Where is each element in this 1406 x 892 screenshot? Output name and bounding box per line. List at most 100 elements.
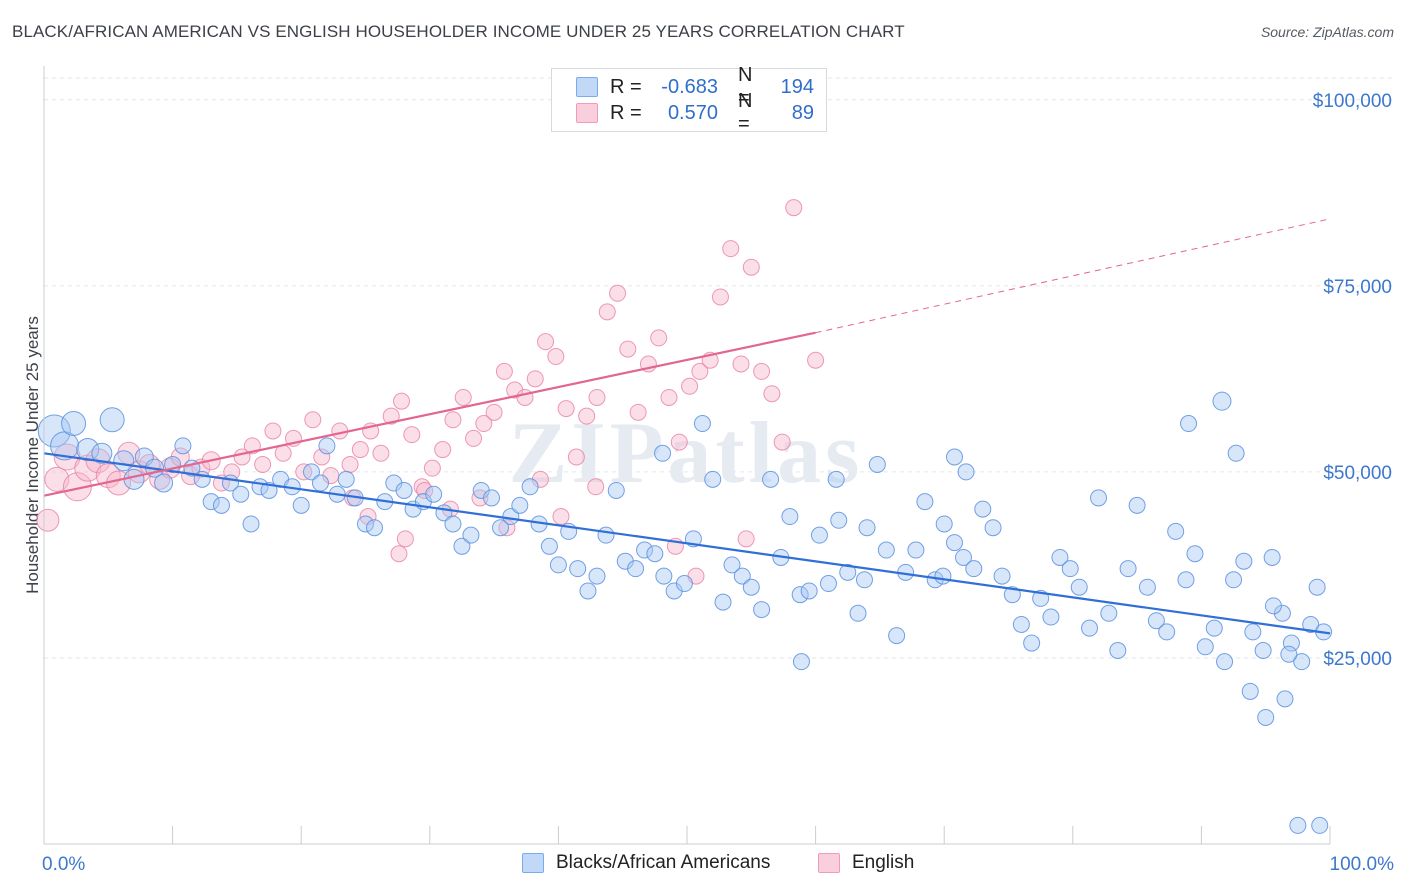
black-point bbox=[1061, 560, 1079, 578]
black-point bbox=[945, 448, 963, 466]
black-point bbox=[37, 414, 71, 448]
black-point bbox=[1235, 552, 1253, 570]
english-point bbox=[304, 411, 322, 429]
black-point bbox=[1257, 708, 1275, 726]
black-point bbox=[1003, 586, 1021, 604]
black-point bbox=[1276, 690, 1294, 708]
black-point bbox=[1308, 578, 1326, 596]
black-point bbox=[1090, 489, 1108, 507]
black-point bbox=[849, 604, 867, 622]
black-point bbox=[753, 601, 771, 619]
grid-lines bbox=[44, 77, 1392, 659]
black-point bbox=[655, 567, 673, 585]
y-tick-label: $50,000 bbox=[1323, 463, 1392, 484]
black-point bbox=[242, 515, 260, 533]
x-tick-label: 0.0% bbox=[42, 854, 85, 875]
black-point bbox=[877, 541, 895, 559]
black-point bbox=[1100, 604, 1118, 622]
legend-swatch-english bbox=[576, 103, 598, 123]
black-point bbox=[858, 519, 876, 537]
english-points bbox=[36, 199, 825, 585]
black-point bbox=[1042, 608, 1060, 626]
black-point bbox=[318, 437, 336, 455]
black-point bbox=[1167, 522, 1185, 540]
black-point bbox=[1264, 597, 1282, 615]
black-point bbox=[1128, 496, 1146, 514]
black-point bbox=[1205, 619, 1223, 637]
axes: $25,000 $50,000 $75,000 $100,000 0.0% 100.0% bbox=[42, 66, 1394, 875]
english-point bbox=[264, 422, 282, 440]
black-point bbox=[1070, 578, 1088, 596]
watermark: ZIPatlas bbox=[509, 405, 864, 502]
legend-row-black: R = -0.683 N = 194 bbox=[576, 64, 814, 109]
english-point bbox=[785, 199, 803, 217]
black-point bbox=[1119, 560, 1137, 578]
english-point bbox=[396, 530, 414, 548]
black-point bbox=[444, 515, 462, 533]
english-point bbox=[609, 284, 627, 302]
black-point bbox=[965, 560, 983, 578]
black-point bbox=[1147, 612, 1165, 630]
black-point bbox=[1289, 816, 1307, 834]
black-point bbox=[1196, 638, 1214, 656]
y-tick-label: $25,000 bbox=[1323, 649, 1392, 670]
english-point bbox=[681, 377, 699, 395]
r-label: R = bbox=[610, 101, 642, 124]
english-point bbox=[763, 385, 781, 403]
english-point bbox=[670, 433, 688, 451]
black-point bbox=[483, 489, 501, 507]
english-point bbox=[537, 333, 555, 351]
black-point bbox=[302, 463, 320, 481]
x-tick-label: 100.0% bbox=[1330, 854, 1395, 875]
legend-item-english[interactable]: English bbox=[818, 852, 914, 874]
black-point bbox=[337, 470, 355, 488]
legend-item-black[interactable]: Blacks/African Americans bbox=[522, 852, 770, 874]
black-point bbox=[733, 567, 751, 585]
english-point bbox=[547, 348, 565, 366]
black-point bbox=[549, 556, 567, 574]
english-trend-extension bbox=[815, 218, 1331, 334]
black-point bbox=[762, 470, 780, 488]
black-point bbox=[569, 560, 587, 578]
legend-label-english: English bbox=[852, 852, 915, 873]
black-point bbox=[935, 515, 953, 533]
black-point bbox=[76, 438, 100, 462]
english-point bbox=[274, 444, 292, 462]
legend-row-english: R = 0.570 N = 89 bbox=[576, 90, 814, 135]
english-point bbox=[650, 329, 668, 347]
black-point bbox=[1216, 653, 1234, 671]
black-point bbox=[916, 493, 934, 511]
english-point bbox=[660, 388, 678, 406]
black-point bbox=[154, 473, 174, 493]
trend-lines bbox=[43, 218, 1331, 635]
black-point bbox=[1109, 642, 1127, 659]
english-point bbox=[526, 370, 544, 388]
black-point bbox=[99, 407, 125, 433]
n-value: 194 bbox=[780, 75, 814, 98]
black-point bbox=[693, 415, 711, 433]
black-point bbox=[579, 582, 597, 600]
black-point bbox=[113, 450, 135, 472]
black-point bbox=[1081, 619, 1099, 637]
black-point bbox=[1302, 615, 1320, 633]
english-point bbox=[351, 441, 369, 459]
black-point bbox=[954, 548, 972, 566]
black-point bbox=[830, 511, 848, 529]
legend-swatch-black bbox=[522, 853, 544, 873]
source-credit: Source: ZipAtlas.com bbox=[1260, 24, 1394, 40]
black-point bbox=[123, 468, 145, 490]
english-trend-line bbox=[43, 331, 816, 497]
english-point bbox=[444, 411, 462, 429]
black-point bbox=[588, 567, 606, 585]
black-point bbox=[1282, 634, 1300, 652]
black-point bbox=[1012, 615, 1030, 633]
english-point bbox=[372, 444, 390, 462]
black-point bbox=[1280, 645, 1298, 663]
black-point bbox=[984, 519, 1002, 537]
black-point bbox=[1244, 623, 1262, 641]
black-point bbox=[260, 481, 278, 499]
english-point bbox=[475, 415, 493, 433]
english-point bbox=[732, 355, 750, 373]
black-point bbox=[714, 593, 732, 611]
black-point bbox=[212, 496, 230, 514]
